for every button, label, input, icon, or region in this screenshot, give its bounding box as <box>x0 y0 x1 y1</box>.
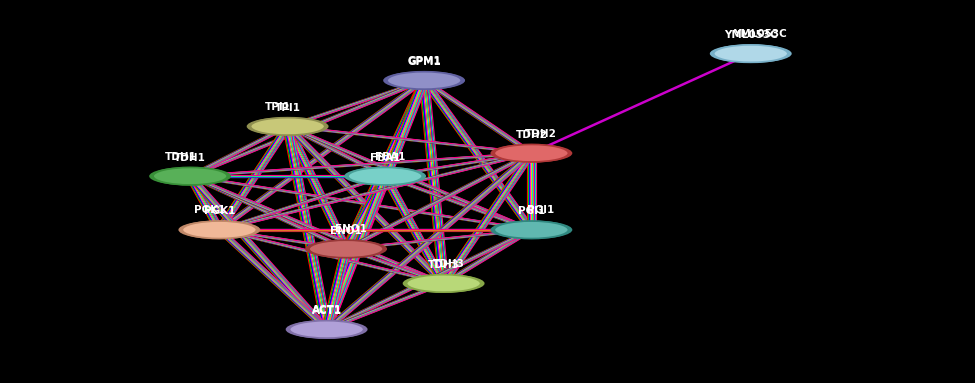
Ellipse shape <box>383 71 465 90</box>
Text: TPI1: TPI1 <box>275 103 300 113</box>
Text: TDH1: TDH1 <box>175 153 206 163</box>
Text: ACT1: ACT1 <box>312 306 341 316</box>
Text: GPM1: GPM1 <box>408 57 441 67</box>
Ellipse shape <box>714 45 788 62</box>
Text: YML053C: YML053C <box>733 29 788 39</box>
Ellipse shape <box>153 167 227 185</box>
Text: TDH3: TDH3 <box>433 259 464 269</box>
Text: ENO1: ENO1 <box>335 224 367 234</box>
Ellipse shape <box>407 275 481 292</box>
Text: ACT1: ACT1 <box>312 305 341 315</box>
Text: GPM1: GPM1 <box>408 56 441 66</box>
Text: TPI1: TPI1 <box>265 102 291 112</box>
Text: PGK1: PGK1 <box>194 205 225 215</box>
Ellipse shape <box>286 320 368 339</box>
Ellipse shape <box>494 144 568 162</box>
Ellipse shape <box>403 274 485 293</box>
Text: PGK1: PGK1 <box>204 206 235 216</box>
Ellipse shape <box>251 118 325 135</box>
Text: ENO1: ENO1 <box>331 226 362 236</box>
Ellipse shape <box>344 167 426 185</box>
Ellipse shape <box>290 321 364 338</box>
Ellipse shape <box>178 221 260 239</box>
Ellipse shape <box>494 221 568 239</box>
Ellipse shape <box>309 240 383 258</box>
Ellipse shape <box>247 117 329 136</box>
Text: YML053C: YML053C <box>723 30 778 40</box>
Ellipse shape <box>348 167 422 185</box>
Ellipse shape <box>305 240 387 258</box>
Text: PGI1: PGI1 <box>518 206 545 216</box>
Text: TDH3: TDH3 <box>428 260 459 270</box>
Ellipse shape <box>182 221 256 239</box>
Text: FBA1: FBA1 <box>374 152 406 162</box>
Ellipse shape <box>149 167 231 185</box>
Text: PGI1: PGI1 <box>527 205 555 215</box>
Text: TDH2: TDH2 <box>516 130 547 140</box>
Text: TDH1: TDH1 <box>165 152 196 162</box>
Text: TDH2: TDH2 <box>526 129 557 139</box>
Ellipse shape <box>490 221 572 239</box>
Text: FBA1: FBA1 <box>370 153 401 163</box>
Ellipse shape <box>710 44 792 63</box>
Ellipse shape <box>490 144 572 162</box>
Ellipse shape <box>387 72 461 89</box>
